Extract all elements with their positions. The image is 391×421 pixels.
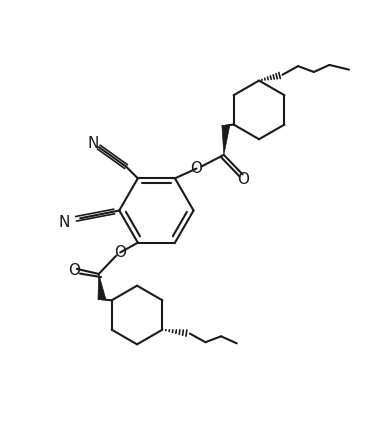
Text: O: O xyxy=(68,263,80,277)
Polygon shape xyxy=(98,274,106,300)
Text: N: N xyxy=(58,215,70,230)
Text: O: O xyxy=(190,161,203,176)
Text: N: N xyxy=(87,136,99,152)
Polygon shape xyxy=(222,125,230,155)
Text: O: O xyxy=(237,172,249,187)
Text: O: O xyxy=(114,245,126,260)
